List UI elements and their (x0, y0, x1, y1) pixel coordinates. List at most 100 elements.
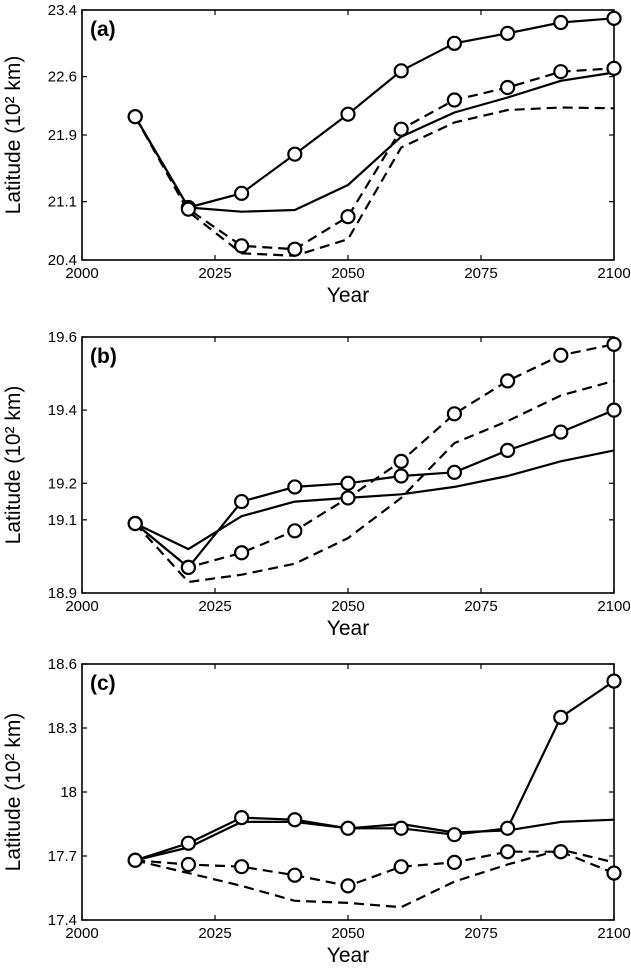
y-tick-label: 23.4 (48, 2, 77, 19)
data-point (287, 241, 303, 257)
x-tick-label: 2050 (331, 925, 364, 942)
data-point (340, 106, 356, 122)
data-point (553, 14, 569, 31)
x-tick-label: 2000 (65, 265, 98, 282)
x-tick-label: 2075 (464, 265, 497, 282)
series-line-3 (134, 343, 615, 569)
data-point (446, 92, 462, 108)
data-point (180, 559, 196, 576)
data-point (287, 867, 303, 883)
data-point (287, 523, 303, 539)
data-point (234, 545, 250, 561)
panel-label: (a) (90, 18, 116, 41)
data-point (500, 820, 516, 836)
y-axis-label: Latitude (10² km) (2, 56, 25, 215)
data-point (340, 209, 356, 225)
y-tick-label: 22.6 (48, 69, 77, 86)
x-tick-label: 2050 (331, 265, 364, 282)
series-line-2 (134, 449, 615, 551)
data-point (180, 835, 196, 851)
data-point (234, 859, 250, 875)
data-point (446, 464, 462, 480)
y-tick-label: 18 (60, 784, 77, 801)
series-line-4 (134, 848, 615, 909)
data-point (340, 490, 356, 506)
data-point (127, 852, 143, 868)
series-line-4 (134, 106, 615, 257)
chart-panel-2: 2000 2025 2050 2075 2100 18.9 19.1 19.2 19.4 19.6… (2, 329, 631, 640)
x-axis-label: Year (327, 284, 369, 307)
data-point (500, 844, 516, 860)
data-point (606, 10, 622, 26)
data-point (393, 453, 409, 469)
y-tick-label: 21.9 (48, 127, 77, 144)
data-point (127, 109, 143, 125)
data-point (446, 406, 462, 422)
data-point (606, 865, 622, 881)
x-tick-label: 2100 (597, 925, 630, 942)
x-tick-label: 2025 (198, 265, 231, 282)
data-point (340, 475, 356, 491)
data-point (553, 424, 569, 440)
data-point (127, 515, 143, 532)
x-axis-label: Year (327, 617, 369, 640)
data-point (500, 79, 516, 96)
y-tick-label: 20.4 (48, 252, 77, 269)
data-point (287, 812, 303, 828)
series-line-3 (135, 850, 615, 888)
data-point (553, 709, 569, 725)
x-tick-label: 2000 (65, 925, 98, 942)
chart-panel-3: 2000 2025 2050 2075 2100 17.4 17.7 18 18.3 18.6 Ye… (2, 656, 631, 967)
series-line-1 (134, 409, 615, 569)
data-point (553, 64, 569, 80)
data-point (606, 402, 622, 418)
data-point (287, 146, 303, 162)
data-point (606, 673, 622, 689)
y-tick-label: 19.2 (48, 475, 77, 492)
panel-label: (c) (90, 672, 116, 695)
data-point (393, 121, 409, 137)
plot-frame (81, 336, 615, 594)
y-axis-label: Latitude (10² km) (2, 386, 25, 545)
chart-panel-1: 2000 2025 2050 2075 2100 20.4 21.1 21.9 22.6 23.4… (2, 2, 631, 307)
y-tick-label: 18.3 (48, 720, 77, 737)
x-tick-label: 2075 (464, 598, 497, 615)
series-line-1 (134, 17, 615, 209)
data-point (446, 854, 462, 871)
data-point (606, 336, 622, 352)
data-point (500, 373, 516, 389)
data-point (553, 844, 569, 860)
data-point (393, 820, 409, 836)
series-line-3 (134, 67, 615, 251)
y-tick-label: 18.6 (48, 656, 77, 673)
x-tick-label: 2000 (65, 598, 98, 615)
x-axis-label: Year (327, 944, 369, 967)
x-tick-label: 2100 (597, 265, 630, 282)
y-tick-label: 19.1 (48, 512, 77, 529)
x-tick-label: 2025 (198, 925, 231, 942)
x-tick-label: 2100 (597, 598, 630, 615)
x-tick-label: 2075 (464, 925, 497, 942)
data-point (180, 856, 196, 873)
data-point (340, 878, 356, 894)
data-point (446, 827, 462, 843)
series-line-4 (134, 379, 615, 584)
data-point (234, 185, 250, 201)
y-tick-label: 21.1 (48, 194, 77, 211)
data-point (393, 63, 409, 79)
data-point (340, 820, 356, 836)
data-point (606, 60, 622, 76)
y-tick-label: 17.4 (48, 912, 77, 929)
panel-label: (b) (90, 345, 117, 368)
y-axis-label: Latitude (10² km) (2, 713, 25, 872)
data-point (393, 468, 409, 484)
series-line-1 (134, 680, 615, 862)
series-line-2 (134, 71, 615, 213)
y-tick-label: 19.4 (48, 402, 77, 419)
data-point (500, 442, 516, 458)
data-point (446, 35, 462, 51)
x-tick-label: 2050 (331, 598, 364, 615)
data-point (553, 347, 569, 363)
data-point (234, 809, 250, 826)
